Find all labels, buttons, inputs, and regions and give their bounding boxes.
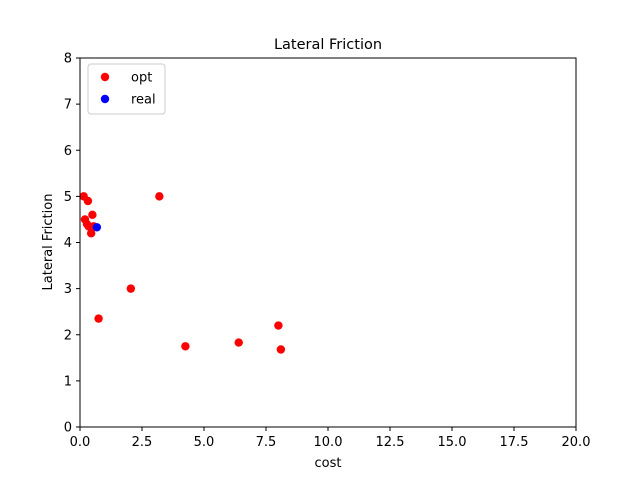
legend: opt real — [87, 63, 166, 115]
x-tick-label: 12.5 — [376, 435, 405, 450]
y-tick-label: 4 — [64, 236, 72, 251]
y-tick-label: 1 — [64, 374, 72, 389]
point-opt — [155, 192, 164, 201]
x-axis: 0.0 2.5 5.0 7.5 10.0 12.5 15.0 17.5 20.0 — [70, 427, 591, 450]
point-opt — [83, 196, 93, 206]
point-opt — [126, 284, 136, 293]
chart-title: Lateral Friction — [274, 37, 382, 53]
legend-marker-real — [100, 94, 110, 104]
y-tick-label: 3 — [64, 282, 72, 297]
point-opt — [94, 314, 103, 323]
y-tick-label: 6 — [64, 144, 72, 159]
legend-label-opt: opt — [131, 71, 152, 86]
x-tick-label: 17.5 — [500, 435, 529, 450]
y-tick-label: 2 — [64, 328, 72, 343]
point-opt — [181, 342, 190, 351]
point-opt — [88, 210, 97, 220]
point-opt — [234, 338, 243, 347]
x-tick-label: 2.5 — [132, 435, 153, 450]
point-opt — [86, 229, 96, 238]
y-tick-label: 8 — [64, 52, 72, 67]
legend-label-real: real — [131, 93, 156, 108]
x-tick-label: 5.0 — [194, 435, 215, 450]
x-tick-label: 15.0 — [438, 435, 467, 450]
x-tick-label: 0.0 — [70, 435, 91, 450]
y-tick-label: 5 — [64, 190, 72, 205]
x-tick-label: 10.0 — [314, 435, 343, 450]
x-tick-label: 7.5 — [256, 435, 277, 450]
y-tick-label: 7 — [64, 98, 72, 113]
point-real — [92, 223, 102, 232]
y-axis-label: Lateral Friction — [41, 194, 56, 291]
x-tick-label: 20.0 — [562, 435, 591, 450]
point-opt — [276, 345, 286, 354]
legend-marker-opt — [100, 72, 110, 82]
y-tick-label: 0 — [64, 421, 72, 436]
x-axis-label: cost — [315, 456, 342, 471]
y-axis: 0 1 2 3 4 5 6 7 8 — [64, 52, 80, 436]
point-opt — [274, 321, 283, 330]
